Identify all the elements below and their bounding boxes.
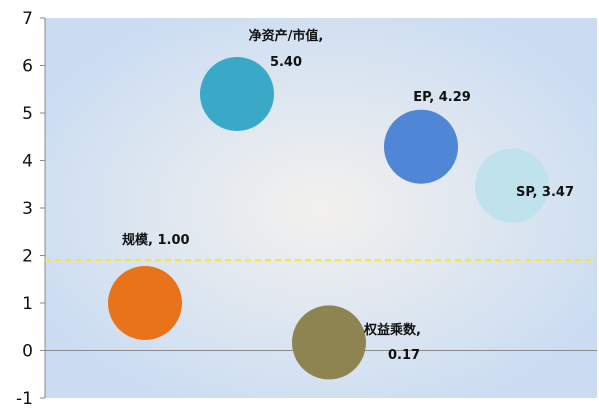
- y-tick-label: 6: [22, 57, 33, 77]
- bubble: [384, 109, 458, 184]
- data-label: SP, 3.47: [516, 185, 574, 200]
- data-label: 5.40: [270, 55, 302, 70]
- bubble: [200, 57, 274, 131]
- data-label: 0.17: [388, 348, 420, 363]
- y-axis: -1 0 1 2 3 4 5 6 7: [16, 9, 597, 409]
- y-tick-label: 3: [22, 199, 33, 219]
- data-label: 规模, 1.00: [122, 232, 190, 248]
- data-labels-group: 净资产/市值, 5.40 EP, 4.29 SP, 3.47 规模, 1.00 权益乘数,…: [122, 28, 574, 363]
- y-tick-label: -1: [16, 389, 33, 409]
- y-tick-label: 2: [22, 247, 33, 267]
- bubble: [108, 266, 182, 340]
- bubble: [292, 305, 366, 380]
- data-label: EP, 4.29: [413, 90, 471, 105]
- y-tick-label: 7: [22, 9, 33, 29]
- y-tick-label: 5: [22, 104, 33, 124]
- data-label: 权益乘数,: [363, 322, 421, 338]
- y-tick-label: 0: [22, 342, 33, 362]
- bubble: [475, 148, 549, 223]
- bubbles-group: [108, 57, 549, 380]
- y-tick-label: 1: [22, 294, 33, 314]
- data-label: 净资产/市值,: [249, 28, 324, 44]
- y-tick-label: 4: [22, 152, 33, 172]
